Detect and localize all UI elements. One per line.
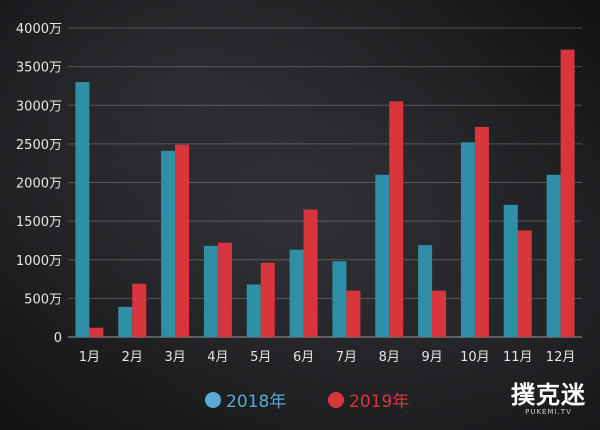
- y-tick-label: 0: [54, 331, 62, 346]
- x-tick-label: 11月: [503, 350, 533, 365]
- y-tick-label: 1000万: [16, 254, 62, 269]
- bar-series1: [503, 204, 518, 337]
- bars: [75, 49, 575, 337]
- x-tick-label: 7月: [336, 350, 357, 365]
- y-tick-label: 500万: [24, 292, 62, 307]
- x-tick-label: 10月: [460, 350, 490, 365]
- grid-lines: [68, 27, 582, 338]
- bar-series1: [460, 142, 475, 337]
- x-tick-label: 12月: [546, 350, 576, 365]
- bar-series1: [332, 261, 347, 337]
- x-tick-label: 2月: [122, 350, 143, 365]
- y-axis-ticks: 0 500万 1000万 1500万 2000万 2500万 3000万 3500万 4000万: [16, 22, 62, 346]
- bar-series2: [260, 262, 275, 337]
- bar-series1: [118, 306, 133, 337]
- legend: 2018年 2019年: [205, 392, 409, 412]
- bar-series2: [89, 327, 104, 337]
- bar-series2: [346, 290, 361, 337]
- legend-marker: [205, 392, 221, 408]
- bar-series1: [203, 245, 218, 337]
- bar-series1: [75, 82, 90, 337]
- legend-marker: [328, 392, 344, 408]
- bar-series1: [418, 245, 433, 337]
- y-tick-label: 2500万: [16, 138, 62, 153]
- bar-series2: [303, 209, 318, 337]
- y-tick-label: 3000万: [16, 99, 62, 114]
- x-tick-label: 9月: [421, 350, 442, 365]
- y-tick-label: 4000万: [16, 22, 62, 37]
- x-tick-label: 3月: [164, 350, 185, 365]
- bar-series1: [289, 249, 304, 337]
- bar-series1: [161, 150, 176, 337]
- x-tick-label: 8月: [379, 350, 400, 365]
- x-axis-ticks: 1月 2月 3月 4月 5月 6月 7月 8月 9月 10月 11月 12月: [79, 350, 576, 365]
- bar-series1: [375, 174, 390, 337]
- legend-label: 2018年: [226, 392, 286, 412]
- bar-series2: [432, 290, 447, 337]
- watermark-logo: 撲克迷 PUKEMI.TV: [511, 382, 586, 416]
- bar-series2: [560, 49, 575, 337]
- y-tick-label: 3500万: [16, 61, 62, 76]
- legend-label: 2019年: [349, 392, 409, 412]
- watermark-subtext: PUKEMI.TV: [525, 408, 572, 416]
- bar-series2: [132, 283, 147, 337]
- bar-series2: [389, 101, 404, 337]
- y-tick-label: 2000万: [16, 177, 62, 192]
- bar-series2: [517, 230, 532, 337]
- x-tick-label: 6月: [293, 350, 314, 365]
- bar-series1: [546, 174, 561, 337]
- bar-series2: [217, 242, 232, 337]
- x-tick-label: 5月: [250, 350, 271, 365]
- bar-series1: [246, 284, 261, 337]
- bar-series2: [175, 144, 190, 337]
- watermark-text: 撲克迷: [511, 381, 586, 409]
- bar-series2: [474, 126, 489, 337]
- y-tick-label: 1500万: [16, 215, 62, 230]
- x-tick-label: 4月: [207, 350, 228, 365]
- x-tick-label: 1月: [79, 350, 100, 365]
